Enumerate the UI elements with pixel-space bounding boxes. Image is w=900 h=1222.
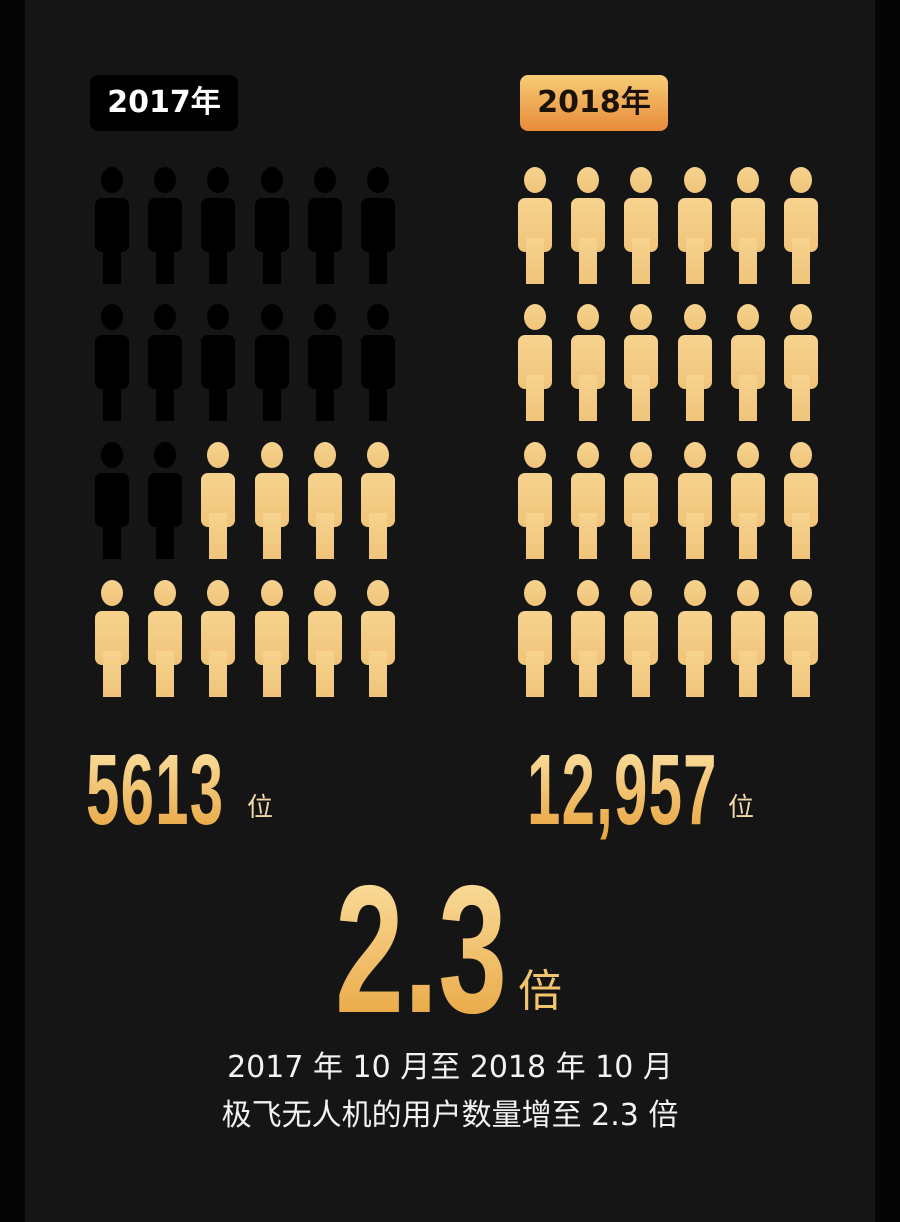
person-icon-highlighted [518,304,552,421]
person-icon-highlighted [784,167,818,284]
person-icon-highlighted [255,580,289,697]
person-icon-highlighted [201,580,235,697]
year-badge-2018: 2018年 [520,75,668,131]
person-icon-highlighted [624,442,658,559]
person-icon-highlighted [571,304,605,421]
person-icon-highlighted [678,580,712,697]
caption-line-1: 2017 年 10 月至 2018 年 10 月 [227,1050,673,1085]
person-icon [148,167,182,284]
person-icon-highlighted [95,580,129,697]
person-icon [308,167,342,284]
person-icon-highlighted [255,442,289,559]
person-icon-highlighted [624,167,658,284]
unit-2018: 位 [728,793,755,823]
person-icon [361,304,395,421]
person-icon [201,304,235,421]
person-icon-highlighted [201,442,235,559]
person-pictogram-grid [95,167,818,697]
count-2017: 5613 [86,734,225,846]
growth-ratio: 2.3 [335,847,508,1051]
person-icon-highlighted [308,580,342,697]
person-icon-highlighted [148,580,182,697]
person-icon-highlighted [731,304,765,421]
person-icon-highlighted [518,442,552,559]
person-icon [148,304,182,421]
person-icon-highlighted [784,442,818,559]
person-icon-highlighted [624,304,658,421]
person-icon-highlighted [678,304,712,421]
person-icon [95,167,129,284]
person-icon [255,304,289,421]
person-icon-highlighted [784,304,818,421]
person-icon-highlighted [518,167,552,284]
person-icon [95,304,129,421]
person-icon-highlighted [678,442,712,559]
person-icon-highlighted [571,442,605,559]
person-icon-highlighted [784,580,818,697]
person-icon-highlighted [731,442,765,559]
person-icon [255,167,289,284]
person-icon-highlighted [731,580,765,697]
unit-2017: 位 [247,793,274,823]
year-badge-2017: 2017年 [90,75,238,131]
person-icon-highlighted [731,167,765,284]
person-icon-highlighted [571,580,605,697]
caption-line-2: 极飞无人机的用户数量增至 2.3 倍 [221,1098,679,1133]
growth-ratio-unit: 倍 [518,966,562,1017]
person-icon-highlighted [678,167,712,284]
person-icon [148,442,182,559]
person-icon-highlighted [361,442,395,559]
person-icon-highlighted [308,442,342,559]
person-icon-highlighted [518,580,552,697]
person-icon [95,442,129,559]
person-icon-highlighted [361,580,395,697]
person-icon-highlighted [571,167,605,284]
person-icon-highlighted [624,580,658,697]
person-icon [308,304,342,421]
count-2018: 12,957 [527,734,718,846]
person-icon [361,167,395,284]
person-icon [201,167,235,284]
